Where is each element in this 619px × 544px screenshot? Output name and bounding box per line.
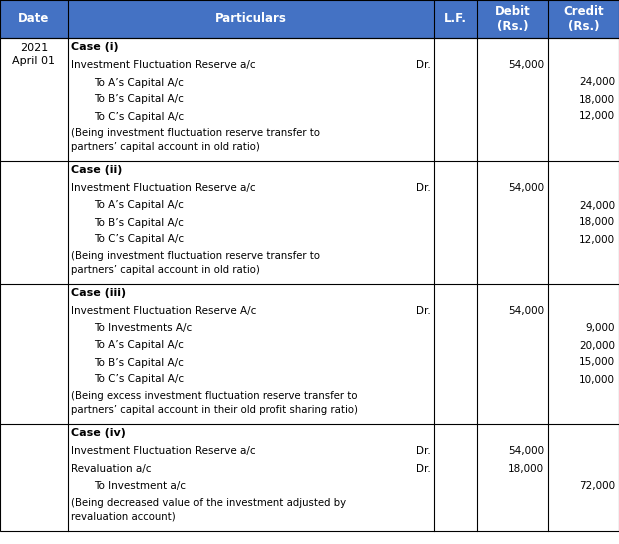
Text: Debit
(Rs.): Debit (Rs.) [495, 5, 530, 33]
Text: 72,000: 72,000 [579, 481, 615, 491]
Text: L.F.: L.F. [444, 13, 467, 26]
Text: Dr.: Dr. [416, 464, 431, 474]
Text: Dr.: Dr. [416, 183, 431, 193]
Text: 18,000: 18,000 [579, 95, 615, 104]
Text: To C’s Capital A/c: To C’s Capital A/c [94, 374, 184, 385]
Text: To Investments A/c: To Investments A/c [94, 324, 193, 333]
Text: 54,000: 54,000 [508, 306, 544, 316]
Text: Case (iv): Case (iv) [71, 428, 126, 438]
Text: Dr.: Dr. [416, 446, 431, 456]
Text: (Being decreased value of the investment adjusted by
revaluation account): (Being decreased value of the investment… [71, 498, 346, 522]
Text: Case (i): Case (i) [71, 42, 119, 52]
Text: Investment Fluctuation Reserve a/c: Investment Fluctuation Reserve a/c [71, 446, 256, 456]
Text: Dr.: Dr. [416, 60, 431, 70]
Text: Investment Fluctuation Reserve a/c: Investment Fluctuation Reserve a/c [71, 183, 256, 193]
Text: Investment Fluctuation Reserve a/c: Investment Fluctuation Reserve a/c [71, 60, 256, 70]
Text: To A’s Capital A/c: To A’s Capital A/c [94, 77, 184, 88]
Text: 24,000: 24,000 [579, 77, 615, 88]
Text: To B’s Capital A/c: To B’s Capital A/c [94, 95, 184, 104]
Text: 18,000: 18,000 [579, 218, 615, 227]
Text: Particulars: Particulars [215, 13, 287, 26]
Text: To B’s Capital A/c: To B’s Capital A/c [94, 357, 184, 368]
Text: Case (iii): Case (iii) [71, 288, 126, 298]
Bar [0, 0, 619, 38]
Text: Dr.: Dr. [416, 306, 431, 316]
Text: To A’s Capital A/c: To A’s Capital A/c [94, 341, 184, 350]
Text: 12,000: 12,000 [579, 112, 615, 121]
Text: (Being investment fluctuation reserve transfer to
partners’ capital account in o: (Being investment fluctuation reserve tr… [71, 128, 320, 152]
Text: To B’s Capital A/c: To B’s Capital A/c [94, 218, 184, 227]
Text: 2021
April 01: 2021 April 01 [12, 43, 56, 66]
Text: Date: Date [19, 13, 50, 26]
Text: (Being investment fluctuation reserve transfer to
partners’ capital account in o: (Being investment fluctuation reserve tr… [71, 251, 320, 275]
Text: (Being excess investment fluctuation reserve transfer to
partners’ capital accou: (Being excess investment fluctuation res… [71, 391, 358, 415]
Text: Investment Fluctuation Reserve A/c: Investment Fluctuation Reserve A/c [71, 306, 256, 316]
Text: 9,000: 9,000 [586, 324, 615, 333]
Text: 10,000: 10,000 [579, 374, 615, 385]
Text: To C’s Capital A/c: To C’s Capital A/c [94, 234, 184, 244]
Text: 12,000: 12,000 [579, 234, 615, 244]
Text: To A’s Capital A/c: To A’s Capital A/c [94, 201, 184, 211]
Text: Credit
(Rs.): Credit (Rs.) [563, 5, 604, 33]
Text: 20,000: 20,000 [579, 341, 615, 350]
Text: 54,000: 54,000 [508, 446, 544, 456]
Text: To Investment a/c: To Investment a/c [94, 481, 186, 491]
Text: To C’s Capital A/c: To C’s Capital A/c [94, 112, 184, 121]
Text: Revaluation a/c: Revaluation a/c [71, 464, 152, 474]
Text: 24,000: 24,000 [579, 201, 615, 211]
Text: Case (ii): Case (ii) [71, 165, 123, 175]
Text: 54,000: 54,000 [508, 60, 544, 70]
Text: 54,000: 54,000 [508, 183, 544, 193]
Text: 15,000: 15,000 [579, 357, 615, 368]
Text: 18,000: 18,000 [508, 464, 544, 474]
